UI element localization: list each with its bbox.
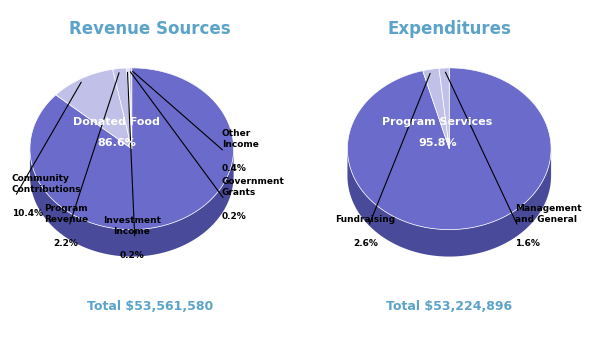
Text: 1.6%: 1.6% (515, 239, 540, 247)
Text: Total $53,561,580: Total $53,561,580 (87, 300, 213, 313)
Text: Program
Revenue: Program Revenue (44, 204, 88, 224)
Text: Program Services: Program Services (382, 117, 492, 127)
Polygon shape (129, 68, 132, 149)
Text: 2.6%: 2.6% (353, 239, 378, 247)
Polygon shape (30, 150, 234, 257)
Text: 0.4%: 0.4% (222, 164, 247, 173)
Polygon shape (113, 68, 132, 149)
Polygon shape (347, 149, 551, 257)
Polygon shape (56, 69, 132, 149)
Text: 2.2%: 2.2% (53, 239, 78, 247)
Text: 10.4%: 10.4% (12, 208, 43, 218)
Text: Government
Grants: Government Grants (222, 177, 285, 197)
Text: 0.2%: 0.2% (222, 212, 246, 221)
Text: Management
and General: Management and General (515, 204, 582, 224)
Text: Fundraising: Fundraising (335, 214, 395, 224)
Text: Other
Income: Other Income (222, 130, 259, 149)
Text: Donated Food: Donated Food (73, 117, 161, 127)
Polygon shape (423, 68, 449, 149)
Polygon shape (128, 68, 132, 149)
Polygon shape (347, 68, 551, 230)
Text: Investment
Income: Investment Income (103, 216, 161, 236)
Text: Total $53,224,896: Total $53,224,896 (386, 300, 512, 313)
Text: Expenditures: Expenditures (388, 20, 511, 38)
Text: 0.2%: 0.2% (119, 251, 144, 260)
Text: Community
Contributions: Community Contributions (12, 174, 81, 194)
Text: 95.8%: 95.8% (418, 138, 456, 148)
Polygon shape (439, 68, 449, 149)
Text: 86.6%: 86.6% (98, 138, 136, 148)
Text: Revenue Sources: Revenue Sources (69, 20, 231, 38)
Polygon shape (126, 68, 132, 149)
Polygon shape (30, 68, 234, 230)
